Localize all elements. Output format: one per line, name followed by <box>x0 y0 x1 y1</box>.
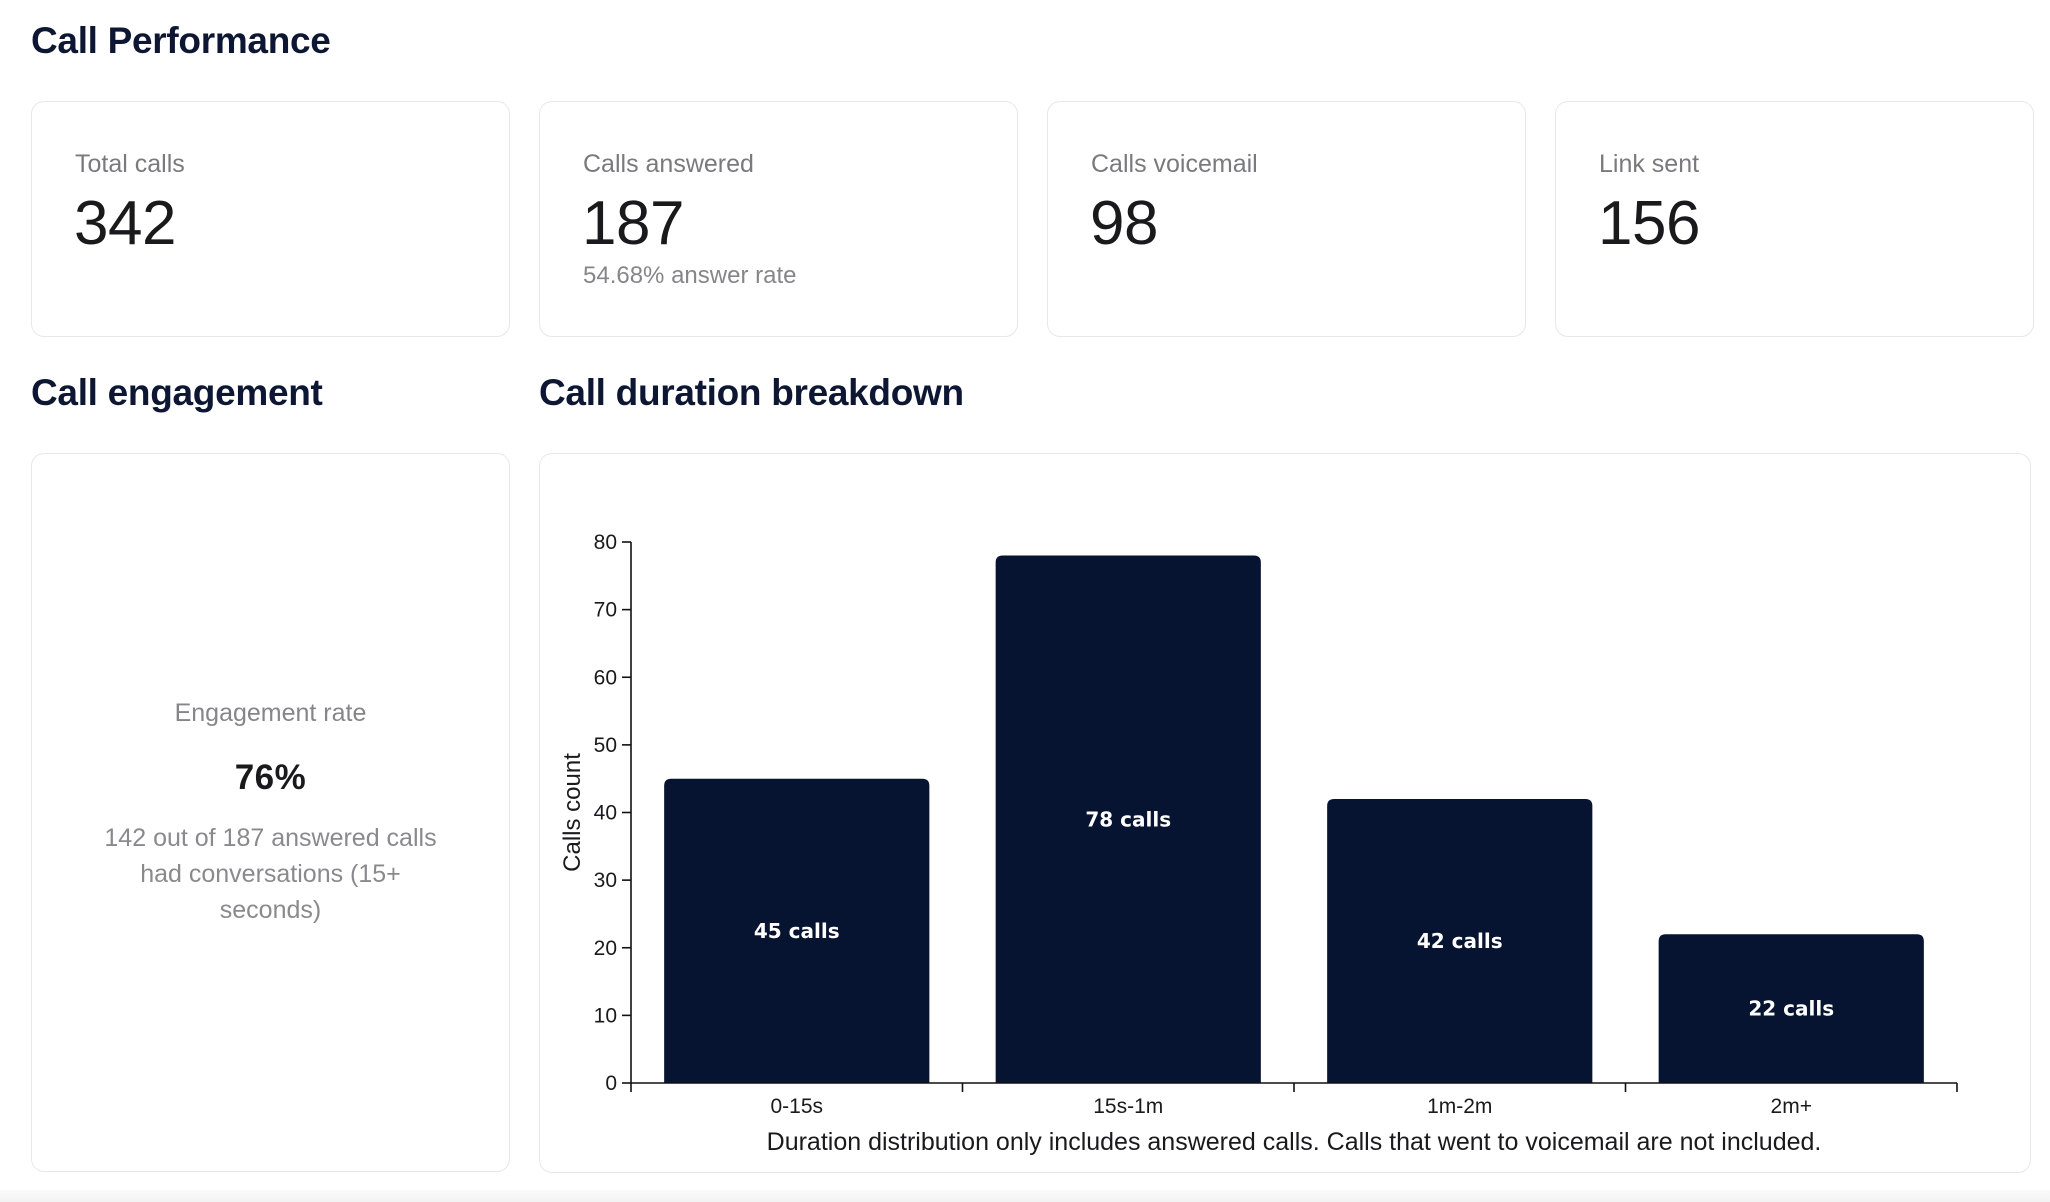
engagement-rate-value: 76% <box>234 758 307 797</box>
duration-bar-chart: 45 calls 0-15s 78 calls 15s-1m 42 calls 1m-2m… <box>559 531 1958 1156</box>
y-axis-title: Calls count <box>559 753 586 872</box>
bar-2m+ <box>1658 934 1924 1083</box>
engagement-description: 142 out of 187 answered calls had conver… <box>104 824 437 924</box>
x-tick-label: 15s-1m <box>1093 1095 1163 1118</box>
bar-data-label: 22 calls <box>1748 997 1834 1021</box>
x-tick-label: 0-15s <box>770 1095 823 1118</box>
bar-1m-2m <box>1327 798 1593 1083</box>
stat-value: 187 <box>582 189 684 258</box>
bar-data-label: 45 calls <box>754 919 840 943</box>
bottom-edge <box>0 1190 2050 1202</box>
chart-footnote: Duration distribution only includes answ… <box>767 1128 1822 1156</box>
stat-label: Calls answered <box>583 150 754 178</box>
y-tick-label: 30 <box>594 869 617 892</box>
y-tick-label: 50 <box>594 734 617 757</box>
stat-card-calls-voicemail: Calls voicemail 98 <box>1047 101 1526 337</box>
engagement-section-title: Call engagement <box>31 372 323 413</box>
duration-chart-card: 45 calls 0-15s 78 calls 15s-1m 42 calls 1m-2m… <box>539 453 2031 1173</box>
engagement-rate-label: Engagement rate <box>174 699 367 727</box>
x-tick-label: 2m+ <box>1771 1095 1812 1118</box>
y-tick-label: 0 <box>605 1072 617 1095</box>
y-tick-label: 10 <box>594 1004 617 1027</box>
stat-label: Total calls <box>75 150 185 178</box>
y-tick-label: 20 <box>594 937 617 960</box>
stat-label: Link sent <box>1599 150 1700 178</box>
bar-15s-1m <box>995 555 1261 1083</box>
bar-data-label: 78 calls <box>1085 807 1171 831</box>
duration-section-title: Call duration breakdown <box>539 372 964 413</box>
bar-0-15s <box>664 778 930 1083</box>
engagement-card: Engagement rate 76% 142 out of 187 answe… <box>31 453 510 1172</box>
stat-label: Calls voicemail <box>1091 150 1258 178</box>
stat-card-calls-answered: Calls answered 187 54.68% answer rate <box>539 101 1018 337</box>
stat-value: 342 <box>74 189 176 258</box>
answer-rate-text: 54.68% answer rate <box>583 262 797 289</box>
stat-value: 156 <box>1598 189 1700 258</box>
x-tick-label: 1m-2m <box>1427 1095 1492 1118</box>
engagement-content: Engagement rate 76% 142 out of 187 answe… <box>32 699 509 928</box>
stat-card-link-sent: Link sent 156 <box>1555 101 2034 337</box>
stat-value: 98 <box>1090 189 1158 258</box>
y-tick-label: 60 <box>594 666 617 689</box>
y-tick-label: 80 <box>594 531 617 554</box>
bar-data-label: 42 calls <box>1417 929 1503 953</box>
page-title: Call Performance <box>31 20 331 61</box>
y-tick-label: 70 <box>594 599 617 622</box>
y-tick-label: 40 <box>594 802 617 825</box>
stat-card-total-calls: Total calls 342 <box>31 101 510 337</box>
